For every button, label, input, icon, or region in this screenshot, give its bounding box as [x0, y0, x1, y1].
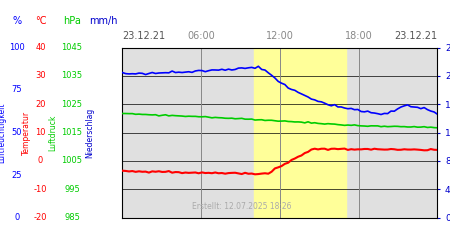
- Text: 18:00: 18:00: [345, 31, 373, 41]
- Text: -10: -10: [34, 185, 47, 194]
- Text: 1035: 1035: [62, 71, 82, 80]
- Text: 1025: 1025: [62, 100, 82, 109]
- Text: %: %: [13, 16, 22, 26]
- Text: 1045: 1045: [62, 43, 82, 52]
- Bar: [254, 48, 346, 217]
- Text: Luftfeuchtigkeit: Luftfeuchtigkeit: [0, 102, 7, 163]
- Text: hPa: hPa: [63, 16, 81, 26]
- Text: 23.12.21: 23.12.21: [394, 31, 437, 41]
- Text: 1015: 1015: [62, 128, 82, 137]
- Text: 100: 100: [9, 43, 25, 52]
- Text: 995: 995: [64, 185, 80, 194]
- Text: mm/h: mm/h: [89, 16, 118, 26]
- Text: 20: 20: [35, 100, 46, 109]
- Text: Luftdruck: Luftdruck: [49, 114, 58, 151]
- Text: 40: 40: [35, 43, 46, 52]
- Text: Temperatur: Temperatur: [22, 110, 31, 154]
- Text: 50: 50: [12, 128, 22, 137]
- Text: 23.12.21: 23.12.21: [122, 31, 166, 41]
- Text: Erstellt: 12.07.2025 18:26: Erstellt: 12.07.2025 18:26: [192, 202, 292, 211]
- Text: °C: °C: [35, 16, 46, 26]
- Text: 12:00: 12:00: [266, 31, 294, 41]
- Text: -20: -20: [34, 213, 47, 222]
- Text: 0: 0: [14, 213, 20, 222]
- Text: 0: 0: [38, 156, 43, 165]
- Text: 75: 75: [12, 86, 22, 94]
- Text: Niederschlag: Niederschlag: [86, 108, 94, 158]
- Text: 10: 10: [35, 128, 46, 137]
- Text: 1005: 1005: [62, 156, 82, 165]
- Text: 30: 30: [35, 71, 46, 80]
- Text: 985: 985: [64, 213, 80, 222]
- Text: 25: 25: [12, 170, 22, 179]
- Text: 06:00: 06:00: [187, 31, 215, 41]
